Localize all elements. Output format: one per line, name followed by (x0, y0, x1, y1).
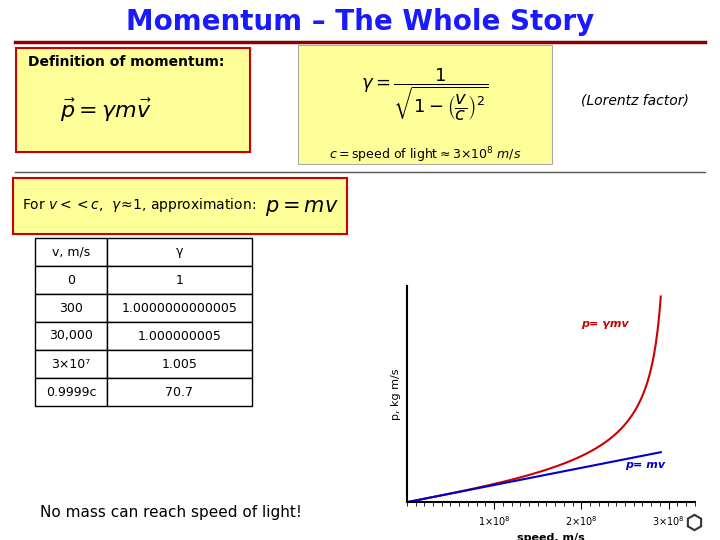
Text: No mass can reach speed of light!: No mass can reach speed of light! (40, 504, 302, 519)
Text: 1.005: 1.005 (161, 357, 197, 370)
Text: 30,000: 30,000 (49, 329, 93, 342)
Bar (35, 378, 107, 406)
Text: 3×10⁷: 3×10⁷ (51, 357, 91, 370)
Text: 0: 0 (67, 273, 75, 287)
FancyBboxPatch shape (298, 45, 552, 164)
Text: 1.000000005: 1.000000005 (138, 329, 222, 342)
Text: 300: 300 (59, 301, 83, 314)
Bar (35, 294, 107, 322)
Bar (107, 238, 252, 266)
Text: v, m/s: v, m/s (52, 246, 90, 259)
Text: Definition of momentum:: Definition of momentum: (28, 55, 225, 69)
Text: Momentum – The Whole Story: Momentum – The Whole Story (126, 8, 594, 36)
Y-axis label: p, kg m/s: p, kg m/s (391, 368, 401, 420)
FancyBboxPatch shape (16, 48, 250, 152)
FancyBboxPatch shape (13, 178, 347, 234)
Text: $c = \mathrm{speed\ of\ light} \approx 3{\times}10^8\ m/s$: $c = \mathrm{speed\ of\ light} \approx 3… (329, 145, 521, 165)
Text: 1.0000000000005: 1.0000000000005 (122, 301, 238, 314)
Text: p= γmv: p= γmv (581, 319, 629, 329)
Bar (35, 238, 107, 266)
Bar (107, 350, 252, 378)
Text: p= mv: p= mv (625, 460, 665, 470)
Bar (35, 266, 107, 294)
Text: 0.9999c: 0.9999c (46, 386, 96, 399)
Bar (35, 350, 107, 378)
Bar (107, 322, 252, 350)
Text: $\vec{p} = \gamma m\vec{v}$: $\vec{p} = \gamma m\vec{v}$ (60, 97, 152, 124)
Text: (Lorentz factor): (Lorentz factor) (581, 93, 689, 107)
Bar (107, 378, 252, 406)
Text: For $v << c$,  $\gamma\!\approx\!1$, approximation:: For $v << c$, $\gamma\!\approx\!1$, appr… (22, 196, 256, 214)
Bar (107, 294, 252, 322)
Bar (35, 322, 107, 350)
Text: 70.7: 70.7 (166, 386, 194, 399)
X-axis label: speed, m/s: speed, m/s (517, 534, 585, 540)
Text: $\gamma = \dfrac{1}{\sqrt{1-\left(\dfrac{v}{c}\right)^2}}$: $\gamma = \dfrac{1}{\sqrt{1-\left(\dfrac… (361, 67, 489, 123)
Text: $p = mv$: $p = mv$ (265, 198, 339, 218)
Text: 1: 1 (176, 273, 184, 287)
Text: γ: γ (176, 246, 184, 259)
Bar (107, 266, 252, 294)
